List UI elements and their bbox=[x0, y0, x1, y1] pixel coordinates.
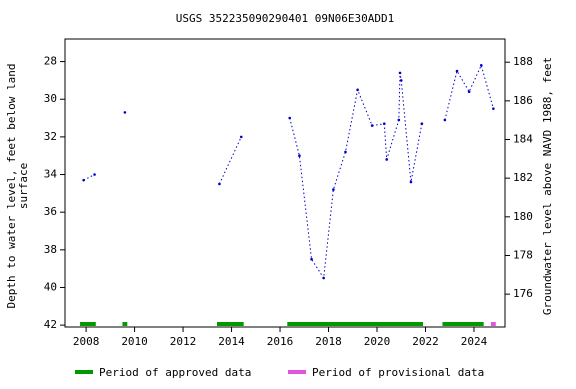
data-point bbox=[409, 180, 413, 184]
x-tick-label: 2012 bbox=[170, 335, 197, 348]
y2-tick-label: 184 bbox=[513, 133, 533, 146]
y2-tick-label: 176 bbox=[513, 287, 533, 300]
x-tick-label: 2016 bbox=[267, 335, 294, 348]
y2-tick-label: 186 bbox=[513, 94, 533, 107]
data-point bbox=[298, 154, 301, 158]
data-point bbox=[455, 69, 459, 73]
y2-tick-label: 178 bbox=[513, 248, 533, 261]
y2-tick-label: 182 bbox=[513, 171, 533, 184]
data-point bbox=[82, 178, 85, 182]
data-point bbox=[370, 124, 374, 127]
data-point bbox=[332, 188, 335, 191]
x-tick-label: 2014 bbox=[218, 335, 245, 348]
x-tick-label: 2010 bbox=[121, 335, 148, 348]
data-point bbox=[399, 79, 403, 82]
y2-tick-label: 188 bbox=[513, 55, 533, 68]
data-point bbox=[492, 107, 495, 110]
y-tick-label: 40 bbox=[44, 280, 57, 293]
y-tick-label: 36 bbox=[44, 205, 57, 218]
chart-title: USGS 352235090290401 09N06E30ADD1 bbox=[176, 12, 395, 25]
period-bar bbox=[490, 322, 496, 326]
data-point bbox=[385, 158, 388, 161]
period-bar bbox=[217, 322, 244, 326]
y-tick-label: 38 bbox=[44, 243, 57, 256]
y-tick-label: 28 bbox=[44, 55, 57, 68]
data-point bbox=[218, 182, 221, 186]
legend-label: Period of provisional data bbox=[312, 366, 484, 379]
data-point bbox=[123, 111, 127, 114]
data-line bbox=[83, 63, 494, 280]
y2-axis-label: Groundwater level above NAVD 1988, feet bbox=[541, 57, 554, 315]
x-tick-label: 2008 bbox=[73, 335, 100, 348]
data-point bbox=[382, 122, 386, 126]
y-tick-label: 42 bbox=[44, 318, 57, 331]
y-axis-label: Depth to water level, feet below land bbox=[5, 63, 18, 308]
data-point bbox=[344, 150, 347, 154]
x-tick-label: 2024 bbox=[461, 335, 488, 348]
data-point bbox=[443, 118, 447, 122]
y-tick-label: 32 bbox=[44, 130, 57, 143]
period-bar bbox=[287, 322, 424, 326]
data-point bbox=[467, 90, 471, 94]
plot-frame bbox=[64, 38, 506, 328]
x-tick-label: 2022 bbox=[412, 335, 439, 348]
y-axis-label: surface bbox=[17, 163, 30, 209]
y-tick-label: 30 bbox=[44, 92, 57, 105]
data-point bbox=[239, 135, 243, 139]
x-tick-label: 2020 bbox=[364, 335, 391, 348]
data-point bbox=[420, 122, 424, 126]
period-bar bbox=[442, 322, 484, 326]
x-tick-label: 2018 bbox=[315, 335, 342, 348]
data-point bbox=[93, 173, 96, 176]
data-point bbox=[310, 257, 313, 261]
data-point bbox=[356, 88, 359, 92]
period-bar bbox=[80, 322, 96, 326]
data-point bbox=[398, 71, 402, 75]
data-point bbox=[322, 276, 325, 280]
period-bar bbox=[122, 322, 128, 326]
y2-tick-label: 180 bbox=[513, 210, 533, 223]
y-tick-label: 34 bbox=[44, 168, 58, 181]
data-point bbox=[479, 64, 483, 67]
legend-label: Period of approved data bbox=[99, 366, 251, 379]
data-point bbox=[288, 116, 292, 120]
data-point bbox=[397, 118, 401, 122]
